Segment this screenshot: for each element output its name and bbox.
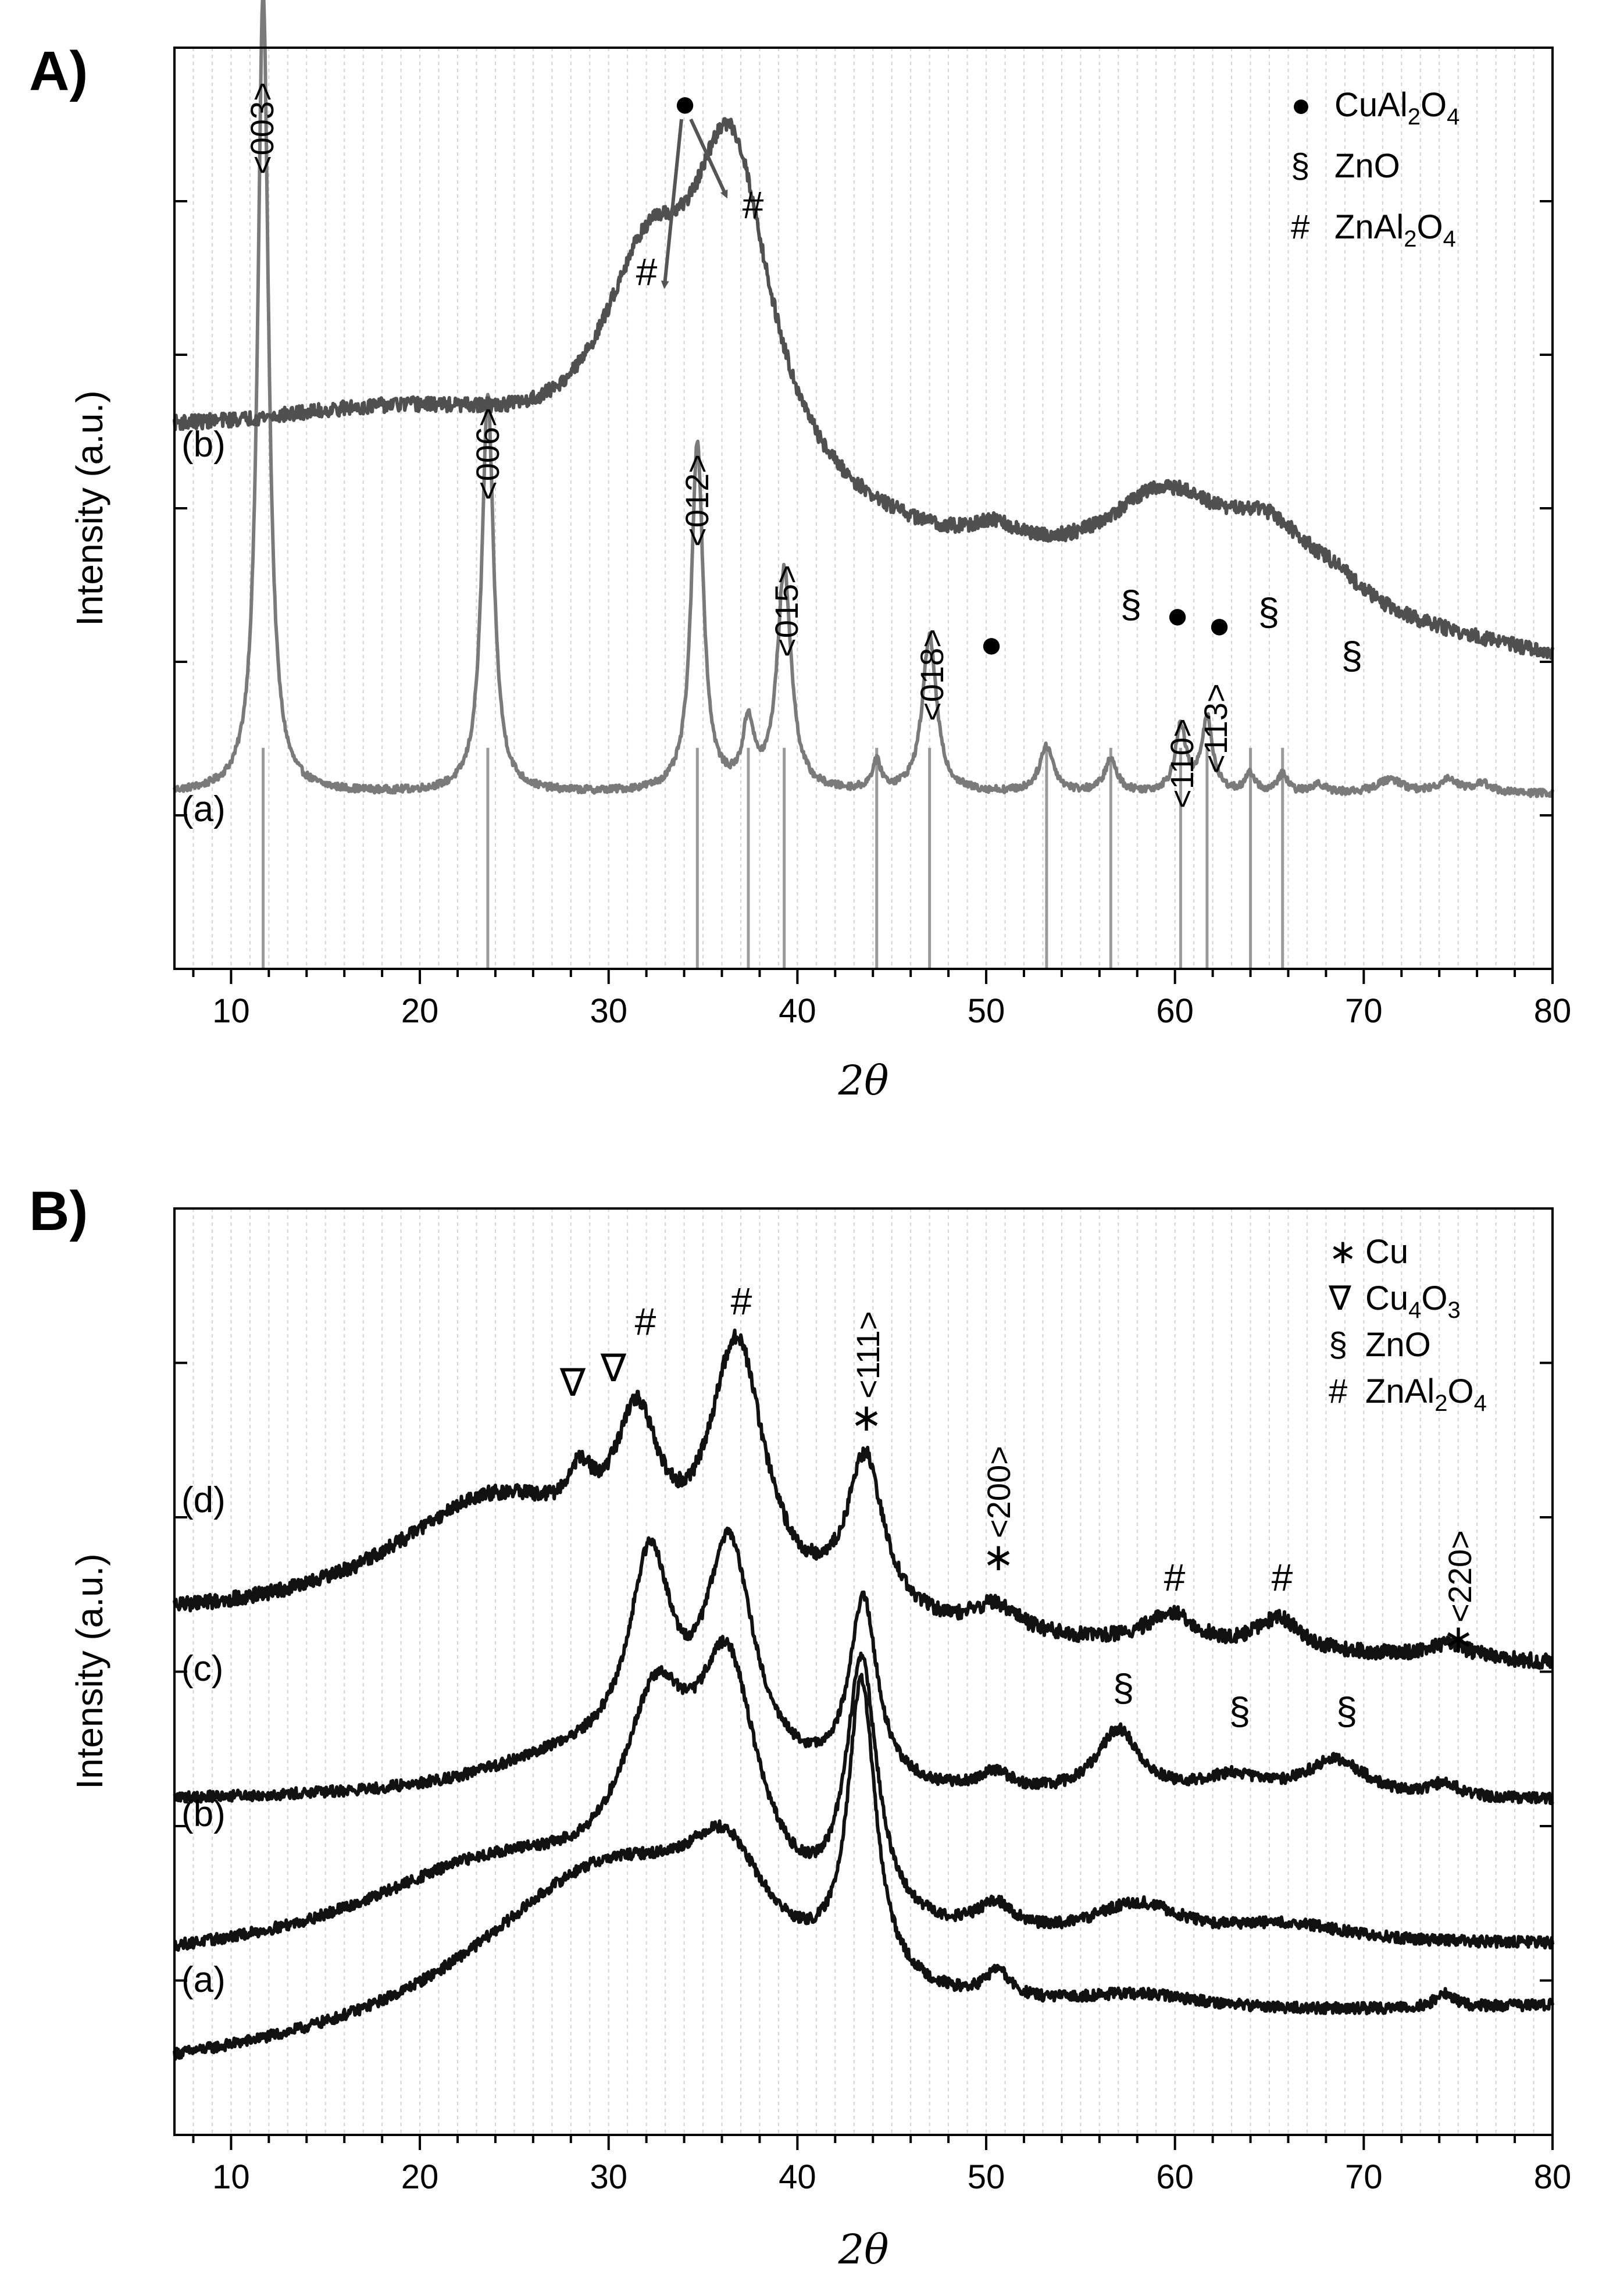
panel-b-symbol-zno-69: § (1336, 1689, 1358, 1732)
panel-a-symbol-znal2o4-right: # (743, 183, 764, 226)
panel-a-curve-label-b: (b) (181, 425, 226, 465)
panel-a: A) 10 20 30 40 50 60 70 80 Intensity (a.u.) 2θ … (29, 0, 1571, 1104)
panel-a-legend-symbol-znal2o4: # (1291, 208, 1309, 246)
panel-a-xtick-label: 20 (401, 992, 439, 1030)
panel-b-label: B) (29, 1180, 88, 1242)
panel-b-ticks: 10 20 30 40 50 60 70 80 (174, 1361, 1572, 2196)
panel-a-xtick-label: 50 (968, 992, 1005, 1030)
panel-a-label: A) (29, 40, 88, 102)
panel-b-symbol-znal2o4-60: # (1164, 1556, 1186, 1599)
panel-b-curve-label-a: (a) (181, 1960, 226, 2000)
panel-a-grid (174, 48, 1553, 969)
panel-b-legend-label-cu4o3: Cu4O3 (1365, 1279, 1461, 1323)
panel-b-legend-symbol-znal2o4: # (1329, 1372, 1347, 1410)
panel-a-xtick-label: 40 (779, 992, 816, 1030)
panel-b-symbol-znal2o4-32: # (635, 1300, 656, 1343)
panel-b-symbol-zno-57: § (1113, 1666, 1134, 1709)
panel-b-legend-label-znal2o4: ZnAl2O4 (1365, 1372, 1487, 1416)
panel-a-hkl-113: <113> (1197, 683, 1234, 773)
panel-a-symbol-cual2o4-60: ● (1166, 593, 1189, 636)
panel-b-xtick-label: 20 (401, 2158, 439, 2196)
panel-a-hkl-018: <018> (913, 629, 950, 721)
panel-b-xtick-label: 30 (590, 2158, 627, 2196)
panel-b-xtick-label: 40 (779, 2158, 816, 2196)
panel-b-ylabel: Intensity (a.u.) (69, 1553, 110, 1789)
panel-a-symbol-cual2o4-62: ● (1208, 603, 1231, 646)
panel-a-symbol-zno-69: § (1341, 634, 1363, 677)
panel-b-legend-symbol-cu: ∗ (1329, 1233, 1357, 1271)
panel-a-xtick-label: 60 (1156, 992, 1194, 1030)
panel-b-series (173, 1328, 1554, 2061)
panel-a-series-a-line (173, 0, 1554, 798)
panel-a-ylabel: Intensity (a.u.) (69, 390, 110, 626)
panel-b-legend-label-zno: ZnO (1365, 1326, 1431, 1364)
panel-a-series-b-line (173, 117, 1554, 660)
panel-b-series-d-line (173, 1328, 1554, 1670)
panel-a-symbol-cual2o4-50: ● (980, 622, 1003, 665)
panel-a-legend: ● CuAl2O4 § ZnO # ZnAl2O4 (1291, 86, 1459, 252)
panel-b-legend-label-cu: Cu (1365, 1233, 1408, 1271)
panel-a-legend-label-znal2o4: ZnAl2O4 (1334, 208, 1456, 252)
panel-b-xtick-label: 50 (968, 2158, 1005, 2196)
panel-a-hkl-003: <003> (244, 82, 280, 174)
panel-b: B) 10 20 30 40 50 60 70 80 Intensity (a.u.) 2θ … (29, 1180, 1571, 2273)
panel-b-series-b-line (173, 1635, 1554, 1952)
panel-b-legend-symbol-zno: § (1329, 1326, 1347, 1364)
panel-b-symbol-cu4o3-1: ∇ (559, 1361, 586, 1404)
panel-b-symbol-cu-111: ∗ (850, 1396, 882, 1439)
panel-a-xtick-label: 30 (590, 992, 627, 1030)
panel-b-series-a-line (173, 1673, 1554, 2061)
panel-b-hkl-111: <111> (850, 1311, 886, 1399)
panel-b-legend: ∗ Cu ∇ Cu4O3 § ZnO # ZnAl2O4 (1328, 1233, 1487, 1416)
panel-a-hkl-015: <015> (768, 565, 805, 657)
panel-b-grid (174, 1208, 1553, 2135)
panel-a-xtick-label: 80 (1534, 992, 1572, 1030)
panel-a-curve-label-a: (a) (181, 789, 226, 829)
panel-a-symbol-cual2o4-top: ● (673, 81, 697, 124)
panel-a-legend-label-zno: ZnO (1334, 147, 1400, 185)
panel-a-symbol-znal2o4-left: # (636, 250, 658, 293)
panel-b-symbol-znal2o4-65: # (1272, 1556, 1293, 1599)
panel-b-legend-symbol-cu4o3: ∇ (1328, 1279, 1351, 1317)
panel-a-symbol-zno-65: § (1258, 590, 1280, 633)
panel-a-symbol-zno-57: § (1120, 583, 1142, 626)
panel-b-symbol-cu4o3-2: ∇ (600, 1346, 627, 1389)
panel-b-symbol-zno-63: § (1229, 1689, 1251, 1732)
panel-a-xlabel: 2θ (838, 1057, 889, 1104)
panel-b-curve-label-b: (b) (181, 1794, 226, 1834)
panel-a-arrow-right (689, 118, 728, 199)
panel-b-xtick-label: 70 (1345, 2158, 1383, 2196)
panel-a-hkl-006: <006> (469, 408, 506, 500)
panel-a-legend-symbol-zno: § (1291, 147, 1309, 185)
panel-a-reference-lines (262, 747, 1284, 969)
panel-b-curve-label-c: (c) (181, 1649, 223, 1689)
panel-b-curve-label-d: (d) (181, 1480, 226, 1520)
panel-a-ticks: 10 20 30 40 50 60 70 80 (174, 200, 1572, 1030)
panel-a-xtick-label: 10 (212, 992, 250, 1030)
panel-a-xtick-label: 70 (1345, 992, 1383, 1030)
panel-a-legend-symbol-cual2o4: ● (1291, 86, 1311, 124)
panel-b-symbol-znal2o4-37: # (731, 1279, 752, 1322)
panel-b-xlabel: 2θ (838, 2226, 889, 2273)
panel-b-series-c-line (173, 1527, 1554, 1806)
panel-b-symbol-cu-220: ∗ (1442, 1617, 1474, 1660)
panel-a-series (173, 0, 1554, 798)
panel-b-xtick-label: 10 (212, 2158, 250, 2196)
panel-b-xtick-label: 80 (1534, 2158, 1572, 2196)
panel-b-hkl-220: <220> (1441, 1530, 1478, 1623)
panel-a-arrow-left (661, 119, 683, 289)
panel-b-symbol-cu-200: ∗ (982, 1535, 1014, 1578)
panel-b-xtick-label: 60 (1156, 2158, 1194, 2196)
panel-a-hkl-110: <110> (1164, 718, 1200, 808)
panel-a-legend-label-cual2o4: CuAl2O4 (1334, 86, 1459, 130)
panel-b-hkl-200: <200> (980, 1446, 1017, 1538)
panel-a-hkl-012: <012> (679, 454, 715, 547)
